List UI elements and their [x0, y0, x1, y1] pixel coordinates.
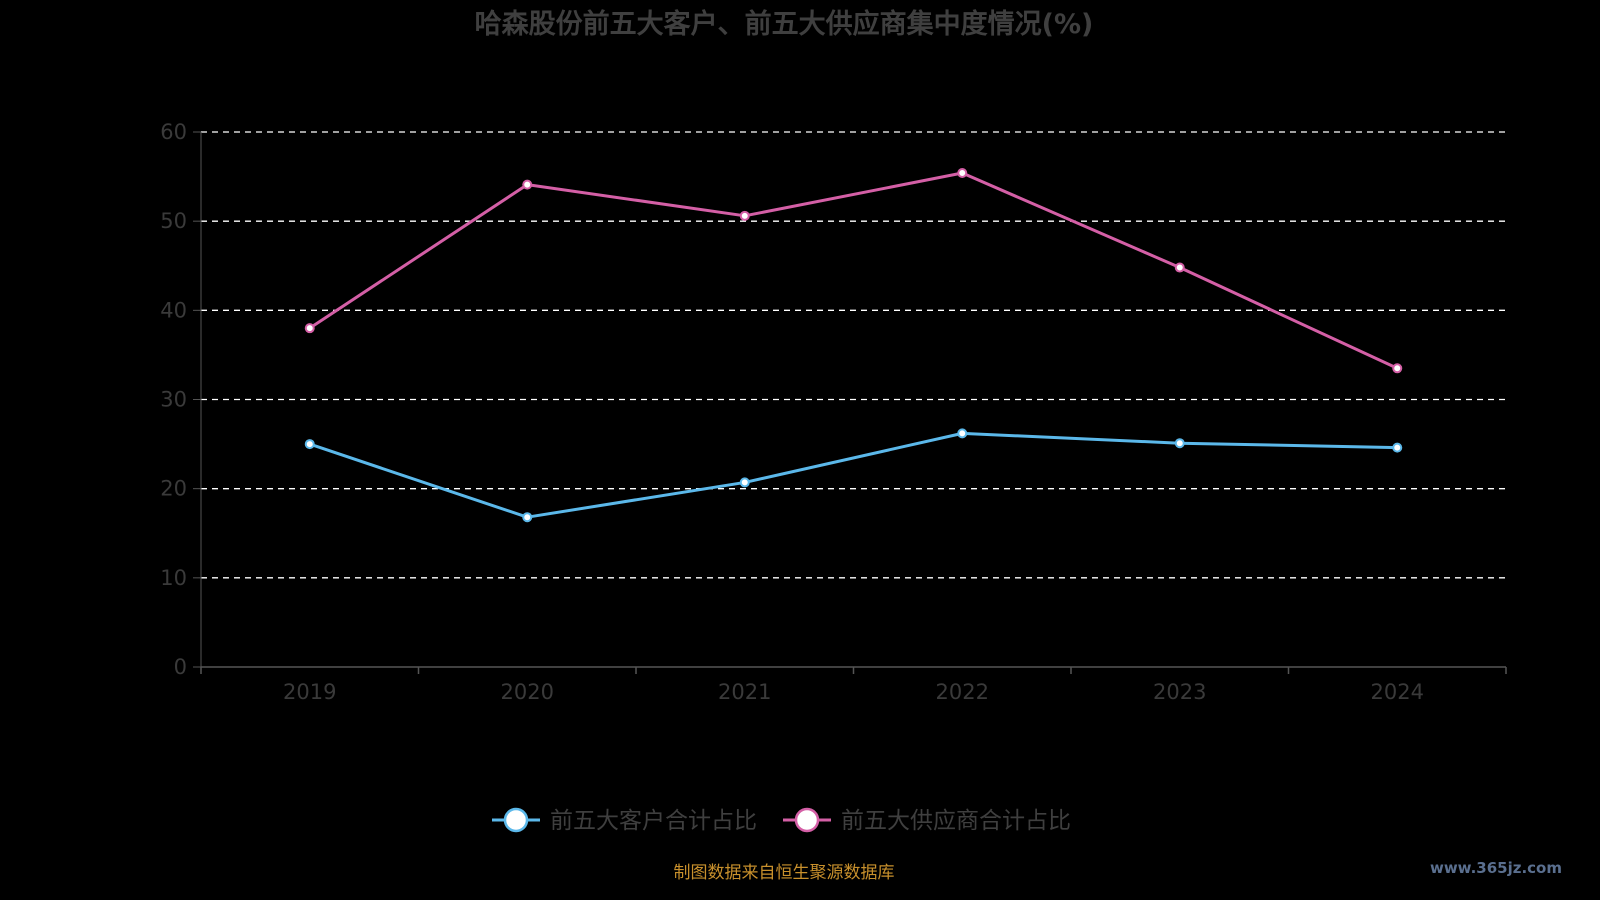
legend-label: 前五大供应商合计占比 — [841, 808, 1071, 834]
series-1 — [304, 428, 1403, 523]
series-2 — [304, 168, 1403, 374]
y-tick-label: 60 — [160, 120, 187, 144]
x-tick-label: 2024 — [1371, 680, 1424, 704]
legend-item-1[interactable]: 前五大客户合计占比 — [492, 807, 757, 834]
legend-item-2[interactable]: 前五大供应商合计占比 — [783, 807, 1071, 834]
legend-label: 前五大客户合计占比 — [550, 808, 757, 834]
source-note: 制图数据来自恒生聚源数据库 — [674, 863, 895, 882]
x-tick-label: 2021 — [718, 680, 771, 704]
chart: 哈森股份前五大客户、前五大供应商集中度情况(%) 0 10 20 30 40 50 60 2… — [160, 8, 1562, 882]
y-tick-label: 50 — [160, 209, 187, 233]
legend-marker-icon — [503, 807, 529, 833]
legend-marker-icon — [794, 807, 820, 833]
chart-title: 哈森股份前五大客户、前五大供应商集中度情况(%) — [475, 8, 1094, 40]
data-point[interactable] — [739, 477, 750, 488]
y-tick-label: 10 — [160, 566, 187, 590]
series-line — [308, 171, 1399, 370]
y-tick-label: 30 — [160, 388, 187, 412]
data-point[interactable] — [1392, 442, 1403, 453]
legend[interactable]: 前五大客户合计占比 前五大供应商合计占比 — [492, 807, 1071, 834]
data-point[interactable] — [957, 168, 968, 179]
x-tick-label: 2020 — [501, 680, 554, 704]
data-point[interactable] — [1174, 438, 1185, 449]
series-layer — [304, 168, 1403, 523]
data-point[interactable] — [304, 323, 315, 334]
series-line — [308, 431, 1399, 519]
data-point[interactable] — [304, 439, 315, 450]
y-tick-label: 20 — [160, 477, 187, 501]
y-tick-label: 0 — [174, 655, 187, 679]
watermark: www.365jz.com — [1430, 859, 1562, 877]
x-tick-label: 2022 — [936, 680, 989, 704]
y-axis-ticks: 0 10 20 30 40 50 60 — [160, 120, 201, 679]
data-point[interactable] — [739, 210, 750, 221]
x-tick-label: 2019 — [283, 680, 336, 704]
data-point[interactable] — [522, 512, 533, 523]
data-point[interactable] — [1392, 363, 1403, 374]
data-point[interactable] — [957, 428, 968, 439]
data-point[interactable] — [522, 179, 533, 190]
x-axis-ticks: 2019 2020 2021 2022 2023 2024 — [200, 667, 1507, 704]
x-tick-label: 2023 — [1153, 680, 1206, 704]
y-tick-label: 40 — [160, 298, 187, 322]
data-point[interactable] — [1174, 262, 1185, 273]
gridlines — [201, 131, 1506, 579]
